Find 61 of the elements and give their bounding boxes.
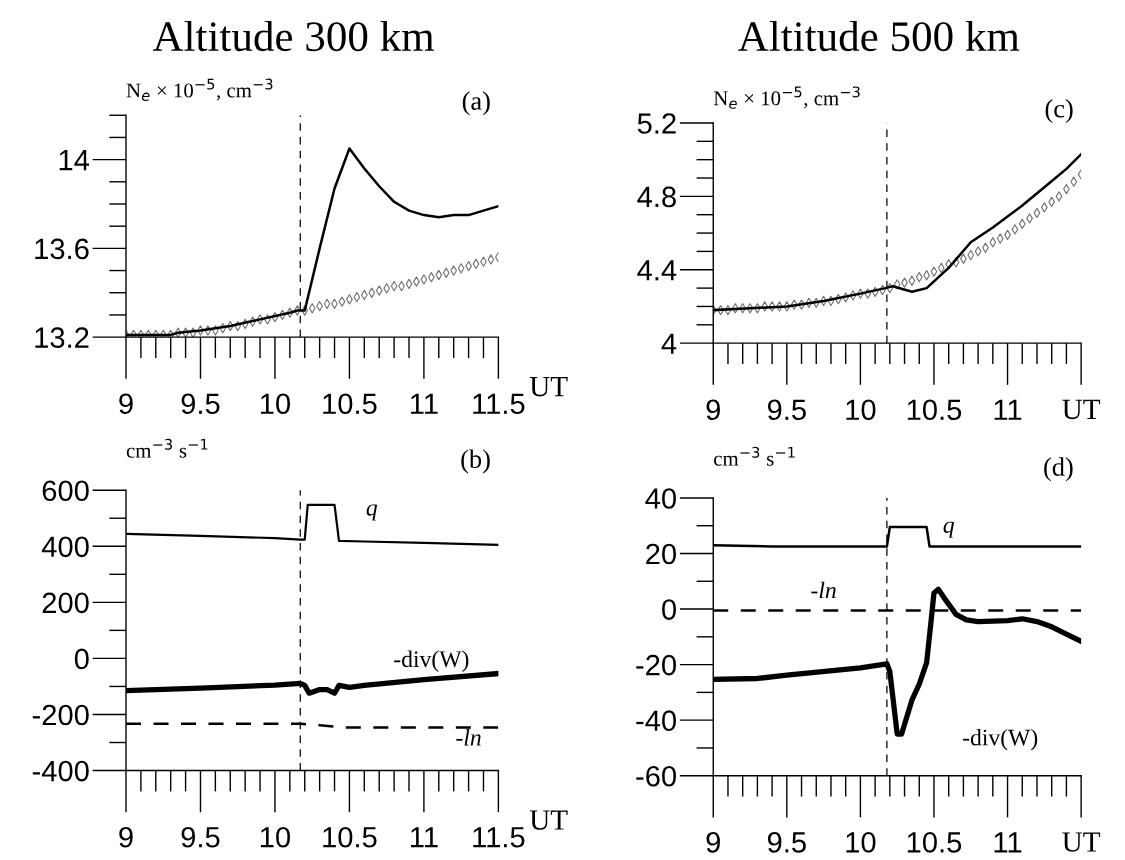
text: (a) (462, 91, 490, 116)
x-tick-label: 9.5 (767, 832, 806, 853)
series-label: -div(W) (394, 650, 469, 672)
x-tick-label: 11.5 (473, 827, 525, 848)
x-tick-label: 9 (119, 826, 133, 848)
y-tick-label: 4.4 (637, 260, 677, 281)
text: (d) (1044, 457, 1073, 482)
x-tick-label: 11 (410, 393, 438, 414)
y-tick-label: 400 (41, 536, 89, 558)
y-axis-title: cm$^{−3}$ s$^{−1}$ (126, 438, 208, 458)
x-tick-label: 9 (706, 832, 720, 853)
y-tick-label: -60 (636, 765, 676, 787)
y-tick-label: -200 (32, 704, 89, 726)
y-tick-label: -20 (636, 654, 676, 676)
series-label: -ln (456, 729, 481, 746)
y-tick-label: 0 (662, 599, 676, 620)
x-axis-title: UT (529, 810, 568, 830)
x-tick-label: 9.5 (767, 399, 806, 421)
chart-title: Altitude 300 km (152, 20, 435, 52)
y-tick-label: 13.6 (35, 238, 89, 260)
x-tick-label: 11 (410, 827, 438, 848)
y-tick-label: 14 (59, 150, 90, 171)
x-tick-label: 11 (994, 832, 1022, 853)
y-tick-label: 40 (645, 488, 676, 509)
y-tick-label: -40 (636, 710, 676, 732)
x-tick-label: 10 (260, 393, 291, 415)
y-tick-label: 200 (42, 592, 89, 614)
x-tick-label: 10.5 (323, 393, 377, 415)
series-label: q (366, 504, 378, 521)
x-tick-label: 9 (706, 399, 720, 421)
x-tick-label: 9.5 (181, 826, 220, 848)
x-tick-label: 10.5 (907, 399, 962, 421)
x-tick-label: 9 (119, 393, 133, 415)
x-tick-label: UT (1062, 832, 1101, 852)
chart-title: Altitude 500 km (738, 20, 1020, 52)
x-tick-label: 10 (260, 826, 291, 848)
series-label: -ln (811, 581, 836, 599)
y-axis-title: N$_{e}$ × 10$^{−5}$, cm$^{−3}$ (126, 78, 273, 101)
text: -div(W) (963, 728, 1038, 751)
series-label: q (943, 521, 955, 538)
y-tick-label: 20 (646, 543, 676, 565)
y-axis-title: N$_{e}$ × 10$^{−5}$, cm$^{−3}$ (713, 86, 860, 109)
x-tick-label: 10.5 (323, 826, 377, 848)
y-tick-label: 0 (74, 648, 89, 670)
x-tick-label: UT (1062, 399, 1101, 420)
y-tick-label: 13.2 (35, 327, 89, 348)
y-axis-title: cm$^{−3}$ s$^{−1}$ (714, 446, 795, 466)
x-tick-label: 11 (994, 399, 1022, 420)
y-tick-label: 4.8 (637, 186, 676, 208)
y-tick-label: 5.2 (637, 113, 676, 134)
x-tick-label: 10 (846, 832, 876, 853)
x-tick-label: 10.5 (907, 832, 962, 853)
y-tick-label: -400 (32, 760, 89, 782)
x-tick-label: 9.5 (181, 393, 220, 415)
x-tick-label: 10 (846, 399, 876, 421)
x-tick-label: 11.5 (473, 393, 525, 415)
text: (c) (1045, 99, 1073, 123)
y-tick-label: 4 (661, 333, 677, 354)
y-tick-label: 600 (42, 480, 89, 502)
text: (b) (461, 449, 490, 474)
x-axis-title: UT (529, 377, 568, 397)
